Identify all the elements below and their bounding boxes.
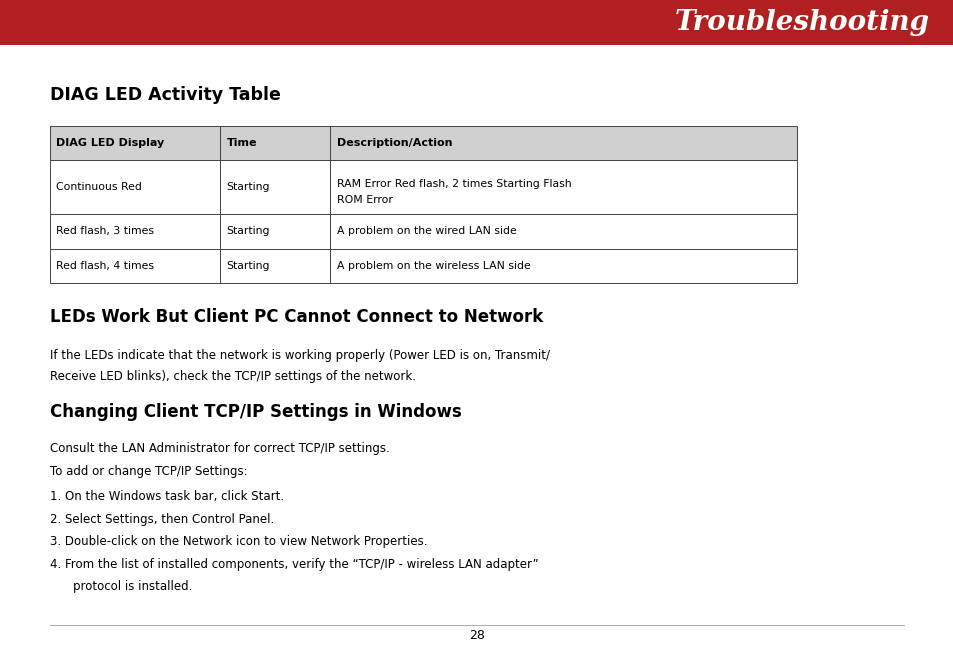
Bar bbox=[220, 249, 330, 283]
Bar bbox=[50, 160, 220, 214]
Text: Starting: Starting bbox=[227, 260, 270, 271]
Text: Receive LED blinks), check the TCP/IP settings of the network.: Receive LED blinks), check the TCP/IP se… bbox=[50, 370, 416, 383]
Bar bbox=[220, 160, 330, 214]
Bar bbox=[0, 0, 953, 45]
Text: Continuous Red: Continuous Red bbox=[56, 182, 142, 192]
Text: Starting: Starting bbox=[227, 226, 270, 237]
Bar bbox=[330, 249, 796, 283]
Text: 28: 28 bbox=[469, 629, 484, 642]
Bar bbox=[330, 214, 796, 249]
Text: A problem on the wireless LAN side: A problem on the wireless LAN side bbox=[336, 260, 531, 271]
Text: RAM Error Red flash, 2 times Starting Flash: RAM Error Red flash, 2 times Starting Fl… bbox=[336, 178, 571, 189]
Bar bbox=[330, 249, 796, 283]
Bar bbox=[220, 126, 330, 160]
Text: Time: Time bbox=[227, 137, 256, 148]
Text: Troubleshooting: Troubleshooting bbox=[675, 9, 929, 36]
Text: To add or change TCP/IP Settings:: To add or change TCP/IP Settings: bbox=[50, 465, 247, 479]
Text: If the LEDs indicate that the network is working properly (Power LED is on, Tran: If the LEDs indicate that the network is… bbox=[50, 349, 549, 362]
Text: DIAG LED Activity Table: DIAG LED Activity Table bbox=[50, 86, 280, 104]
Bar bbox=[220, 249, 330, 283]
Bar bbox=[50, 126, 220, 160]
Bar bbox=[330, 214, 796, 249]
Bar bbox=[330, 126, 796, 160]
Text: Red flash, 3 times: Red flash, 3 times bbox=[56, 226, 154, 237]
Text: protocol is installed.: protocol is installed. bbox=[72, 580, 192, 594]
Bar bbox=[220, 126, 330, 160]
Text: 1. On the Windows task bar, click Start.: 1. On the Windows task bar, click Start. bbox=[50, 490, 283, 504]
Bar bbox=[330, 160, 796, 214]
Bar bbox=[50, 249, 220, 283]
Text: Description/Action: Description/Action bbox=[336, 137, 452, 148]
Bar bbox=[50, 126, 220, 160]
Text: Red flash, 4 times: Red flash, 4 times bbox=[56, 260, 154, 271]
Bar bbox=[50, 214, 220, 249]
Bar bbox=[330, 160, 796, 214]
Bar bbox=[220, 160, 330, 214]
Text: Starting: Starting bbox=[227, 182, 270, 192]
Bar bbox=[50, 160, 220, 214]
Text: Changing Client TCP/IP Settings in Windows: Changing Client TCP/IP Settings in Windo… bbox=[50, 403, 461, 421]
Text: 3. Double-click on the Network icon to view Network Properties.: 3. Double-click on the Network icon to v… bbox=[50, 535, 427, 549]
Text: 2. Select Settings, then Control Panel.: 2. Select Settings, then Control Panel. bbox=[50, 513, 274, 526]
Bar bbox=[220, 214, 330, 249]
Bar bbox=[50, 214, 220, 249]
Text: LEDs Work But Client PC Cannot Connect to Network: LEDs Work But Client PC Cannot Connect t… bbox=[50, 308, 542, 326]
Bar bbox=[330, 126, 796, 160]
Text: 4. From the list of installed components, verify the “TCP/IP - wireless LAN adap: 4. From the list of installed components… bbox=[50, 558, 537, 571]
Bar bbox=[50, 249, 220, 283]
Bar bbox=[220, 214, 330, 249]
Text: Consult the LAN Administrator for correct TCP/IP settings.: Consult the LAN Administrator for correc… bbox=[50, 442, 389, 455]
Text: DIAG LED Display: DIAG LED Display bbox=[56, 137, 164, 148]
Text: ROM Error: ROM Error bbox=[336, 196, 393, 206]
Text: A problem on the wired LAN side: A problem on the wired LAN side bbox=[336, 226, 517, 237]
